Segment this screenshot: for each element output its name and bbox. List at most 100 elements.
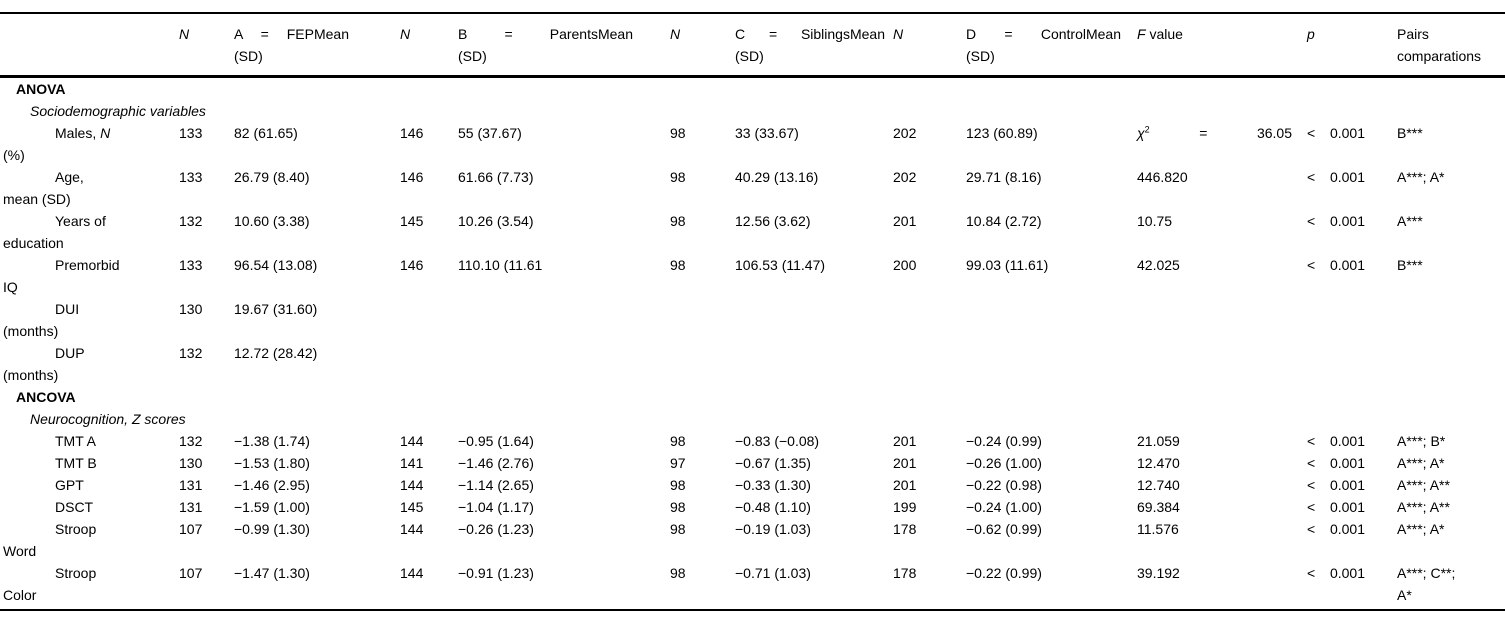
- cell-n4: 178: [893, 564, 917, 581]
- cell-pairs: A***; A**: [1397, 476, 1450, 493]
- header-cell-n1: N: [179, 26, 190, 42]
- table-header-rule: [0, 75, 1505, 78]
- cell-n3: 98: [670, 432, 686, 449]
- row-label: Males, N (%): [3, 124, 111, 163]
- header-cell-a: A = FEPMean (SD): [234, 26, 349, 64]
- cell-b: −1.14 (2.65): [458, 476, 534, 493]
- section-label: ANOVA: [16, 80, 66, 97]
- cell-pairs: B***: [1397, 256, 1423, 273]
- cell-c: 33 (33.67): [735, 124, 799, 141]
- cell-b: [458, 298, 670, 342]
- section-label: ANCOVA: [16, 388, 76, 405]
- cell-n1: 130: [179, 454, 203, 471]
- row-label: DSCT: [55, 498, 94, 515]
- cell-pairs: [1397, 342, 1505, 386]
- header-cell-c: C = SiblingsMean (SD): [735, 26, 885, 64]
- cell-pairs: A***; A*: [1397, 454, 1445, 471]
- cell-d: 123 (60.89): [966, 124, 1038, 141]
- cell-n4: 202: [893, 168, 917, 185]
- cell-n2: 144: [400, 432, 424, 449]
- cell-a: 19.67 (31.60): [234, 300, 318, 317]
- cell-n4: 201: [893, 212, 917, 229]
- header-cell-p: p: [1307, 26, 1315, 42]
- cell-f: χ2 = 36.05: [1137, 123, 1292, 141]
- cell-f: 12.740: [1137, 476, 1180, 493]
- cell-d: −0.24 (1.00): [966, 498, 1042, 515]
- cell-n3: [670, 298, 735, 342]
- cell-a: −1.59 (1.00): [234, 498, 310, 515]
- cell-c: [735, 342, 893, 386]
- cell-p: [1307, 342, 1397, 386]
- cell-b: 10.26 (3.54): [458, 212, 534, 229]
- cell-pairs: A***; A*: [1397, 520, 1445, 537]
- subsection-label: Neurocognition, Z scores: [30, 410, 186, 427]
- cell-c: −0.71 (1.03): [735, 564, 811, 581]
- header-cell-n2: N: [400, 26, 411, 42]
- cell-n3: 98: [670, 476, 686, 493]
- cell-n3: 98: [670, 564, 686, 581]
- header-cell-pairs: Pairs comparations: [1397, 26, 1482, 64]
- cell-n1: 132: [179, 344, 203, 361]
- cell-p: < 0.001: [1307, 168, 1365, 185]
- cell-p: < 0.001: [1307, 124, 1365, 141]
- header-cell-n4: N: [893, 26, 904, 42]
- cell-n2: 144: [400, 564, 424, 581]
- cell-a: 82 (61.65): [234, 124, 298, 141]
- cell-n1: 133: [179, 168, 203, 185]
- cell-n1: 133: [179, 124, 203, 141]
- cell-n1: 131: [179, 476, 203, 493]
- header-cell-f: F value: [1137, 26, 1183, 42]
- cell-f: 21.059: [1137, 432, 1180, 449]
- cell-b: −0.95 (1.64): [458, 432, 534, 449]
- cell-d: 10.84 (2.72): [966, 212, 1042, 229]
- header-cell-b: B = ParentsMean (SD): [458, 26, 633, 64]
- cell-d: [966, 342, 1137, 386]
- header-cell-label: [0, 14, 179, 75]
- cell-a: −1.38 (1.74): [234, 432, 310, 449]
- row-label: TMT B: [55, 454, 97, 471]
- cell-c: −0.33 (1.30): [735, 476, 811, 493]
- cell-n3: 98: [670, 520, 686, 537]
- cell-n1: 107: [179, 564, 203, 581]
- cell-n3: 98: [670, 498, 686, 515]
- cell-f: 39.192: [1137, 564, 1180, 581]
- cell-a: 96.54 (13.08): [234, 256, 318, 273]
- cell-n4: 201: [893, 454, 917, 471]
- cell-n2: [400, 298, 458, 342]
- cell-c: −0.19 (1.03): [735, 520, 811, 537]
- cell-n4: 202: [893, 124, 917, 141]
- cell-f: 10.75: [1137, 212, 1173, 229]
- cell-b: 55 (37.67): [458, 124, 522, 141]
- cell-c: 106.53 (11.47): [735, 256, 826, 273]
- cell-c: [735, 298, 893, 342]
- cell-a: −1.53 (1.80): [234, 454, 310, 471]
- cell-b: −1.04 (1.17): [458, 498, 534, 515]
- cell-n2: 145: [400, 498, 424, 515]
- cell-n1: 133: [179, 256, 203, 273]
- cell-n3: [670, 342, 735, 386]
- cell-n3: 98: [670, 256, 686, 273]
- cell-pairs: A***: [1397, 212, 1423, 229]
- cell-p: < 0.001: [1307, 520, 1365, 537]
- cell-p: < 0.001: [1307, 498, 1365, 515]
- cell-p: < 0.001: [1307, 454, 1365, 471]
- cell-n2: 144: [400, 476, 424, 493]
- row-label: Premorbid IQ: [3, 256, 120, 295]
- cell-d: 29.71 (8.16): [966, 168, 1042, 185]
- cell-n3: 97: [670, 454, 686, 471]
- cell-b: 110.10 (11.61: [458, 256, 543, 273]
- cell-n1: 107: [179, 520, 203, 537]
- cell-pairs: B***: [1397, 124, 1423, 141]
- cell-n1: 132: [179, 432, 203, 449]
- cell-d: −0.62 (0.99): [966, 520, 1042, 537]
- cell-pairs: A***; A*: [1397, 168, 1445, 185]
- header-cell-d: D = ControlMean (SD): [966, 26, 1121, 64]
- cell-n2: 146: [400, 256, 424, 273]
- cell-b: 61.66 (7.73): [458, 168, 534, 185]
- cell-p: [1307, 298, 1397, 342]
- subsection-label: Sociodemographic variables: [30, 102, 206, 119]
- row-label: GPT: [55, 476, 84, 493]
- table-header: N A = FEPMean (SD) N B = ParentsMean (SD) N C =…: [0, 14, 1505, 75]
- cell-a: −0.99 (1.30): [234, 520, 310, 537]
- cell-f: 12.470: [1137, 454, 1180, 471]
